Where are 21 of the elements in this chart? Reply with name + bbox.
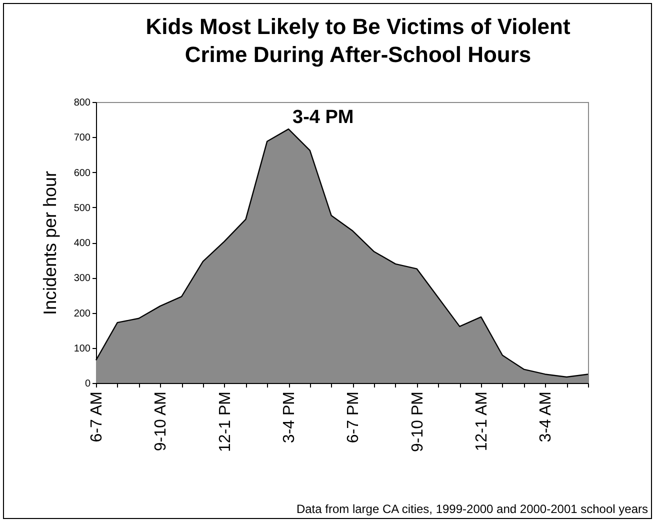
text: Data from large CA cities, 1999-2000 and 2000-2001 school years — [296, 502, 648, 516]
y-axis-title: Incidents per hour — [40, 170, 60, 316]
x-tick-label: 3-4 AM — [538, 392, 555, 442]
y-tick-label: 700 — [74, 132, 91, 144]
y-tick-label: 800 — [74, 98, 91, 108]
y-tick-label: 300 — [74, 273, 91, 284]
x-tick-label: 9-10 AM — [152, 392, 170, 452]
chart-title: Kids Most Likely to Be Victims of Violent Crime During After-School Hours — [146, 14, 571, 67]
y-tick-label: 100 — [74, 343, 91, 354]
y-tick-label: 0 — [84, 378, 91, 390]
y-tick-label: 200 — [74, 308, 91, 320]
annotation: 3-4 PM — [292, 107, 354, 128]
y-tick-label: 500 — [74, 202, 91, 214]
x-tick-label: 3-4 PM — [281, 392, 298, 444]
x-tick-label: 9-10 PM — [409, 392, 426, 452]
y-tick-label: 400 — [74, 238, 91, 249]
x-tick-label: 6-7 PM — [345, 392, 362, 444]
x-tick-label: 12-1 AM — [474, 392, 491, 452]
x-tick-label: 6-7 AM — [88, 392, 106, 442]
x-tick-label: 12-1 PM — [216, 392, 234, 452]
y-tick-label: 600 — [74, 168, 91, 179]
